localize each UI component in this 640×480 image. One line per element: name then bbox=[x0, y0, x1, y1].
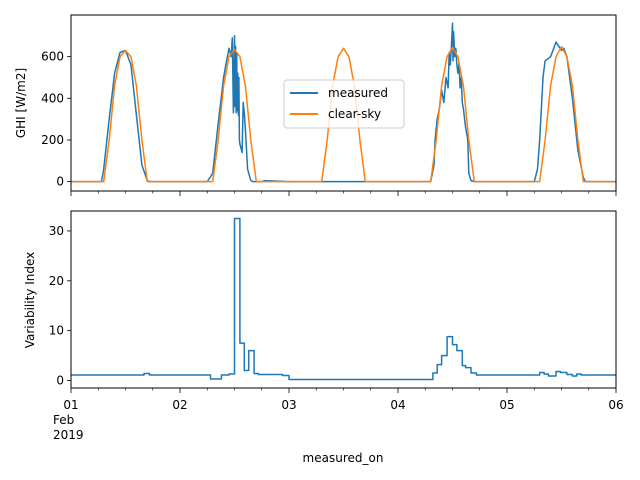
variability-y-ticks: 0 10 20 30 bbox=[49, 224, 71, 388]
variability-x-tick-label: 2019 bbox=[53, 428, 84, 442]
variability-x-tick-label: 03 bbox=[281, 398, 296, 412]
variability-x-tick-label: Feb bbox=[53, 413, 74, 427]
variability-x-tick-label: 02 bbox=[172, 398, 187, 412]
ghi-panel: 0 200 400 600 GHI [W/m2] measured clear-sky bbox=[14, 14, 617, 196]
ghi-y-axis-label: GHI [W/m2] bbox=[14, 68, 28, 138]
ghi-y-tick-label: 600 bbox=[41, 50, 64, 64]
variability-x-tick-label: 04 bbox=[390, 398, 405, 412]
x-axis-label: measured_on bbox=[303, 451, 384, 465]
variability-y-tick-label: 30 bbox=[49, 224, 64, 238]
ghi-y-tick-label: 0 bbox=[56, 175, 64, 189]
ghi-y-tick-label: 200 bbox=[41, 133, 64, 147]
legend: measured clear-sky bbox=[283, 79, 405, 129]
ghi-y-ticks: 0 200 400 600 bbox=[41, 50, 71, 189]
ghi-y-tick-label: 400 bbox=[41, 91, 64, 105]
variability-x-tick-label: 05 bbox=[499, 398, 514, 412]
ghi-x-ticks bbox=[70, 191, 617, 196]
variability-x-tick-label: 01 bbox=[63, 398, 78, 412]
legend-label-clear-sky: clear-sky bbox=[328, 107, 381, 121]
variability-y-tick-label: 0 bbox=[56, 374, 64, 388]
variability-x-tick-label: 06 bbox=[608, 398, 623, 412]
ghi-series-clear-sky bbox=[71, 45, 616, 183]
variability-series-lines bbox=[71, 217, 616, 381]
variability-y-axis-label: Variability Index bbox=[23, 252, 37, 349]
ghi-series-lines bbox=[71, 22, 616, 183]
legend-label-measured: measured bbox=[328, 86, 388, 100]
variability-series-variability bbox=[71, 217, 616, 381]
variability-y-tick-label: 10 bbox=[49, 324, 64, 338]
variability-y-tick-label: 20 bbox=[49, 274, 64, 288]
